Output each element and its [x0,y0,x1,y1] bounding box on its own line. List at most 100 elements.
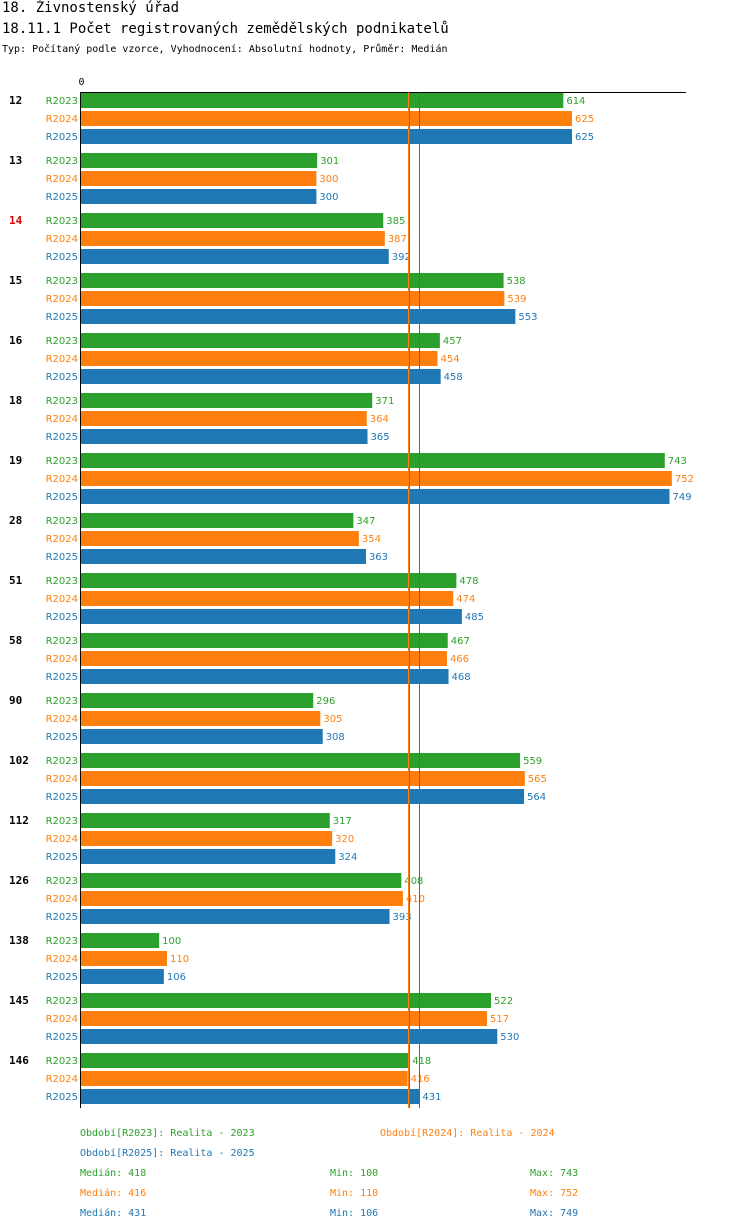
value-label-28-r2025: 363 [369,552,388,563]
series-label-r2024: R2024 [46,354,78,365]
bar-90-r2025 [81,729,323,744]
series-label-r2025: R2025 [46,192,78,203]
value-label-145-r2023: 522 [494,996,513,1007]
bar-145-r2025 [81,1029,498,1044]
bar-58-r2024 [81,651,447,666]
bar-14-r2025 [81,249,389,264]
category-label-19: 19 [9,454,22,467]
bar-146-r2024 [81,1071,408,1086]
series-label-r2025: R2025 [46,792,78,803]
bar-126-r2023 [81,873,402,888]
series-label-r2025: R2025 [46,312,78,323]
bar-138-r2025 [81,969,164,984]
series-label-r2024: R2024 [46,714,78,725]
bar-18-r2025 [81,429,368,444]
category-label-51: 51 [9,574,23,587]
series-label-r2025: R2025 [46,132,78,143]
series-label-r2023: R2023 [46,96,78,107]
bar-15-r2023 [81,273,504,288]
bar-16-r2024 [81,351,438,366]
series-label-r2023: R2023 [46,636,78,647]
bar-145-r2024 [81,1011,488,1026]
bar-102-r2024 [81,771,525,786]
bar-14-r2023 [81,213,384,228]
series-label-r2024: R2024 [46,1014,78,1025]
category-label-126: 126 [9,874,29,887]
bar-12-r2025 [81,129,572,144]
category-label-138: 138 [9,934,29,947]
max-r2025: Max: 749 [530,1208,579,1219]
series-label-r2025: R2025 [46,372,78,383]
bar-19-r2024 [81,471,672,486]
series-label-r2025: R2025 [46,672,78,683]
value-label-58-r2024: 466 [450,654,469,665]
series-label-r2024: R2024 [46,1074,78,1085]
series-label-r2024: R2024 [46,114,78,125]
series-label-r2023: R2023 [46,336,78,347]
series-label-r2023: R2023 [46,456,78,467]
value-label-16-r2023: 457 [443,336,462,347]
category-label-14: 14 [9,214,23,227]
legend-r2023: Období[R2023]: Realita - 2023 [80,1128,255,1139]
series-label-r2023: R2023 [46,936,78,947]
series-label-r2024: R2024 [46,954,78,965]
series-label-r2024: R2024 [46,534,78,545]
chart-title: 18.11.1 Počet registrovaných zemědělskýc… [2,21,449,37]
value-label-102-r2023: 559 [523,756,542,767]
series-label-r2024: R2024 [46,834,78,845]
max-r2023: Max: 743 [530,1168,579,1179]
series-label-r2023: R2023 [46,1056,78,1067]
value-label-13-r2024: 300 [319,174,338,185]
category-label-28: 28 [9,514,22,527]
series-label-r2023: R2023 [46,876,78,887]
value-label-90-r2025: 308 [326,732,345,743]
chart-meta: Typ: Počítaný podle vzorce, Vyhodnocení:… [2,44,448,55]
value-label-58-r2025: 468 [452,672,471,683]
series-label-r2023: R2023 [46,156,78,167]
value-label-102-r2024: 565 [528,774,547,785]
bar-126-r2025 [81,909,390,924]
value-label-112-r2023: 317 [333,816,352,827]
value-label-15-r2023: 538 [507,276,526,287]
value-label-58-r2023: 467 [451,636,470,647]
bar-15-r2025 [81,309,516,324]
value-label-13-r2025: 300 [319,192,338,203]
bar-16-r2023 [81,333,440,348]
bar-138-r2024 [81,951,168,966]
category-label-146: 146 [9,1054,29,1067]
bar-18-r2023 [81,393,373,408]
bar-51-r2023 [81,573,457,588]
value-label-19-r2024: 752 [675,474,694,485]
value-label-13-r2023: 301 [320,156,339,167]
value-label-145-r2024: 517 [490,1014,509,1025]
category-label-18: 18 [9,394,22,407]
bar-51-r2024 [81,591,454,606]
bar-51-r2025 [81,609,462,624]
series-label-r2025: R2025 [46,552,78,563]
bar-14-r2024 [81,231,385,246]
value-label-14-r2024: 387 [388,234,407,245]
bar-12-r2024 [81,111,572,126]
series-label-r2024: R2024 [46,294,78,305]
bar-58-r2023 [81,633,448,648]
value-label-138-r2024: 110 [170,954,189,965]
bar-13-r2025 [81,189,317,204]
series-label-r2024: R2024 [46,414,78,425]
series-label-r2025: R2025 [46,732,78,743]
min-r2025: Min: 106 [330,1208,379,1219]
value-label-18-r2024: 364 [370,414,389,425]
bar-28-r2025 [81,549,366,564]
series-label-r2023: R2023 [46,576,78,587]
bar-146-r2025 [81,1089,420,1104]
min-r2023: Min: 100 [330,1168,379,1179]
value-label-16-r2024: 454 [441,354,460,365]
bar-16-r2025 [81,369,441,384]
category-label-15: 15 [9,274,22,287]
value-label-126-r2023: 408 [404,876,423,887]
value-label-90-r2023: 296 [316,696,335,707]
value-label-19-r2023: 743 [668,456,687,467]
value-label-112-r2025: 324 [338,852,357,863]
bar-145-r2023 [81,993,491,1008]
value-label-138-r2023: 100 [162,936,181,947]
